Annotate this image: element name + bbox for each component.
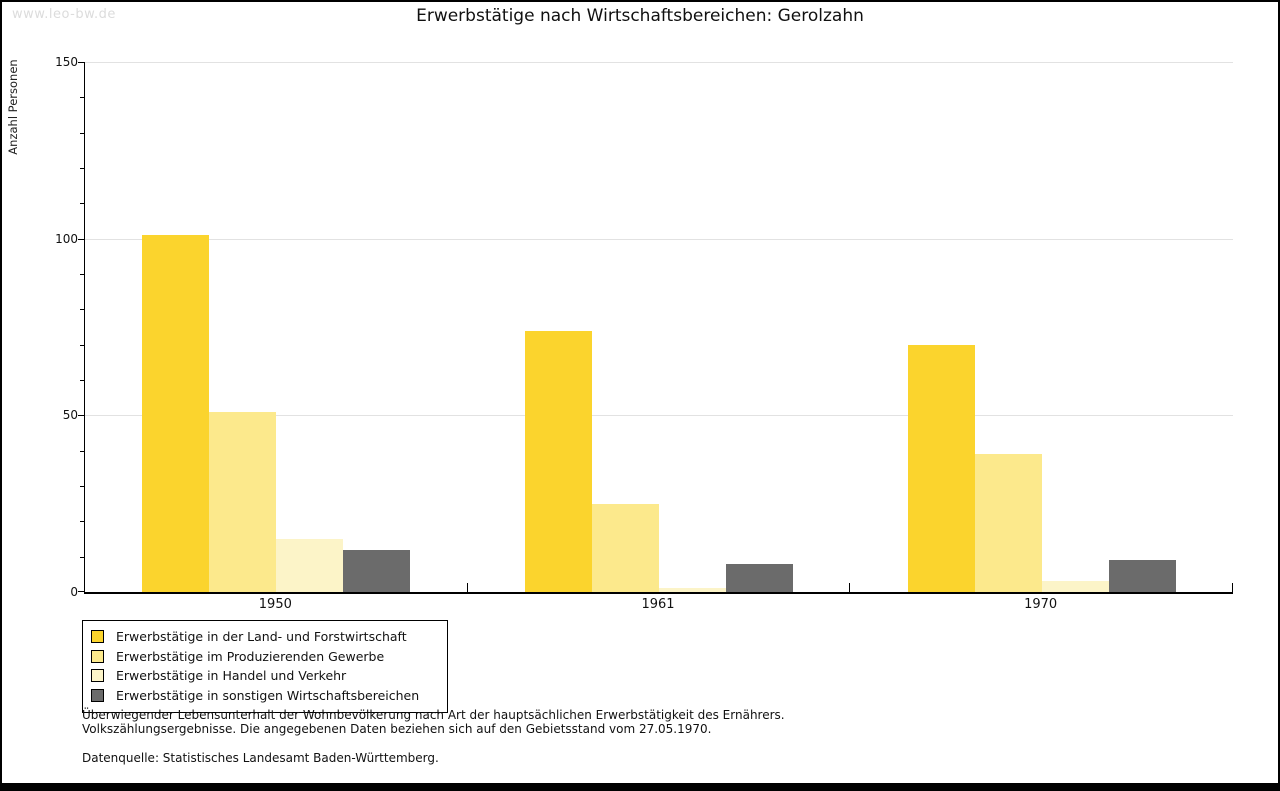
bar-1961-erwerbst-tige-in-handel-und-verkehr (658, 588, 726, 592)
y-minor-tick-40 (80, 450, 84, 452)
legend-label-2: Erwerbstätige in Handel und Verkehr (116, 668, 347, 684)
y-major-tick-0 (78, 591, 84, 592)
gridline-100 (85, 238, 1233, 240)
legend-row-0: Erwerbstätige in der Land- und Forstwirt… (91, 627, 437, 647)
chart-title: Erwerbstätige nach Wirtschaftsbereichen:… (416, 6, 864, 26)
x-category-label-1950: 1950 (258, 597, 292, 612)
plot-area (78, 62, 1233, 594)
bar-1950-erwerbst-tige-im-produzierenden-gewerbe (209, 411, 277, 592)
y-minor-tick-120 (80, 168, 84, 169)
y-minor-tick-20 (80, 521, 84, 523)
bar-1950-erwerbst-tige-in-sonstigen-wirtschaftsbereichen (343, 549, 411, 592)
x-category-label-1961: 1961 (641, 597, 675, 612)
y-minor-tick-30 (80, 486, 84, 487)
source-note: Datenquelle: Statistisches Landesamt Bad… (82, 751, 439, 765)
bar-1970-erwerbst-tige-in-sonstigen-wirtschaftsbereichen (1108, 560, 1176, 592)
bar-group-1961 (468, 62, 851, 592)
x-boundary-tick-3 (1232, 583, 1233, 592)
bar-1961-erwerbst-tige-in-der-land-und-forstwirtschaft (524, 330, 592, 592)
gridline-50 (85, 415, 1233, 417)
x-boundary-tick-1 (466, 583, 468, 592)
x-boundary-tick-2 (849, 583, 851, 592)
bar-1970-erwerbst-tige-im-produzierenden-gewerbe (974, 454, 1042, 592)
legend-label-1: Erwerbstätige im Produzierenden Gewerbe (116, 648, 385, 664)
bar-group-1970 (850, 62, 1233, 592)
y-tick-label-0: 0 (70, 585, 78, 599)
y-tick-label-150: 150 (55, 55, 78, 69)
watermark: www.leo-bw.de (12, 7, 116, 22)
bar-1970-erwerbst-tige-in-der-land-und-forstwirtschaft (907, 344, 975, 592)
y-minor-tick-90 (80, 274, 84, 275)
legend-swatch-3 (91, 688, 104, 702)
y-minor-tick-60 (80, 380, 84, 381)
bar-1961-erwerbst-tige-in-sonstigen-wirtschaftsbereichen (725, 563, 793, 592)
legend-row-2: Erwerbstätige in Handel und Verkehr (91, 666, 437, 686)
footnote-line-2: Volkszählungsergebnisse. Die angegebenen… (82, 721, 712, 736)
y-minor-tick-80 (80, 309, 84, 311)
footnote-line-1: Überwiegender Lebensunterhalt der Wohnbe… (82, 708, 785, 722)
legend-swatch-0 (91, 630, 104, 644)
legend: Erwerbstätige in der Land- und Forstwirt… (82, 620, 448, 713)
y-minor-tick-130 (80, 132, 84, 134)
footnotes: Überwiegender Lebensunterhalt der Wohnbe… (82, 708, 785, 736)
y-major-tick-100 (78, 238, 84, 240)
y-axis-title: Anzahl Personen (6, 59, 20, 155)
bar-1970-erwerbst-tige-in-handel-und-verkehr (1041, 581, 1109, 592)
legend-swatch-1 (91, 649, 104, 663)
bar-1950-erwerbst-tige-in-handel-und-verkehr (276, 539, 344, 592)
bar-1950-erwerbst-tige-in-der-land-und-forstwirtschaft (142, 235, 210, 592)
y-tick-label-50: 50 (62, 408, 78, 423)
legend-row-3: Erwerbstätige in sonstigen Wirtschaftsbe… (91, 686, 437, 706)
y-minor-tick-70 (80, 344, 84, 346)
y-minor-tick-140 (80, 97, 84, 99)
y-tick-label-100: 100 (55, 231, 78, 246)
y-minor-tick-110 (80, 203, 84, 205)
gridline-150 (85, 62, 1233, 63)
legend-label-0: Erwerbstätige in der Land- und Forstwirt… (116, 629, 407, 645)
y-minor-tick-10 (80, 556, 84, 558)
legend-label-3: Erwerbstätige in sonstigen Wirtschaftsbe… (116, 687, 420, 703)
y-major-tick-50 (78, 415, 84, 417)
y-major-tick-150 (78, 62, 84, 63)
bar-1961-erwerbst-tige-im-produzierenden-gewerbe (591, 503, 659, 592)
legend-row-1: Erwerbstätige im Produzierenden Gewerbe (91, 647, 437, 667)
bar-group-1950 (85, 62, 468, 592)
legend-swatch-2 (91, 669, 104, 683)
x-category-label-1970: 1970 (1024, 597, 1058, 612)
